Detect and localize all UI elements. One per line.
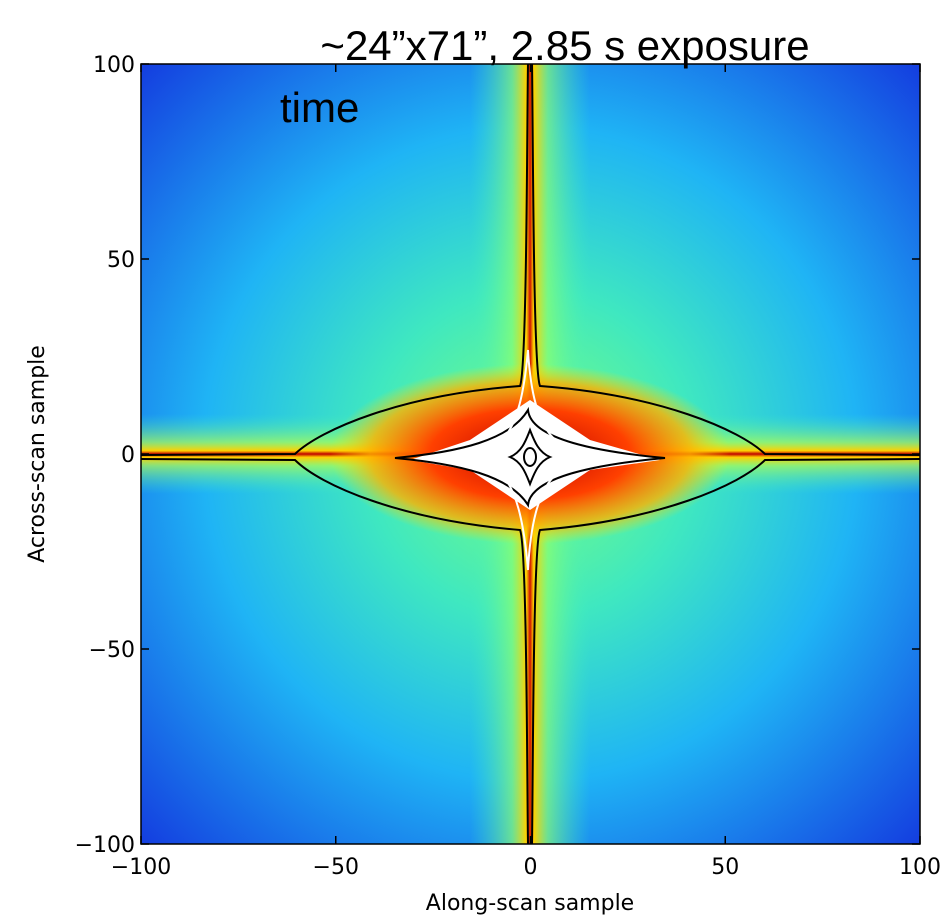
y-axis-label: Across-scan sample [25, 345, 50, 563]
x-tick-label: 50 [711, 855, 739, 880]
y-tick-label: −100 [75, 833, 135, 858]
contours [140, 63, 921, 845]
x-tick-label: 100 [899, 855, 941, 880]
x-tick-label: −50 [313, 855, 359, 880]
x-tick-label: 0 [524, 855, 538, 880]
x-tick-label: −100 [111, 855, 171, 880]
y-tick-label: 50 [107, 248, 135, 273]
y-tick-label: 100 [93, 53, 135, 78]
y-tick-label: −50 [89, 638, 135, 663]
x-axis-label: Along-scan sample [426, 891, 634, 916]
y-tick-label: 0 [121, 443, 135, 468]
annotation: time [280, 84, 359, 131]
chart-title: ~24”x71”, 2.85 s exposure [320, 22, 809, 69]
